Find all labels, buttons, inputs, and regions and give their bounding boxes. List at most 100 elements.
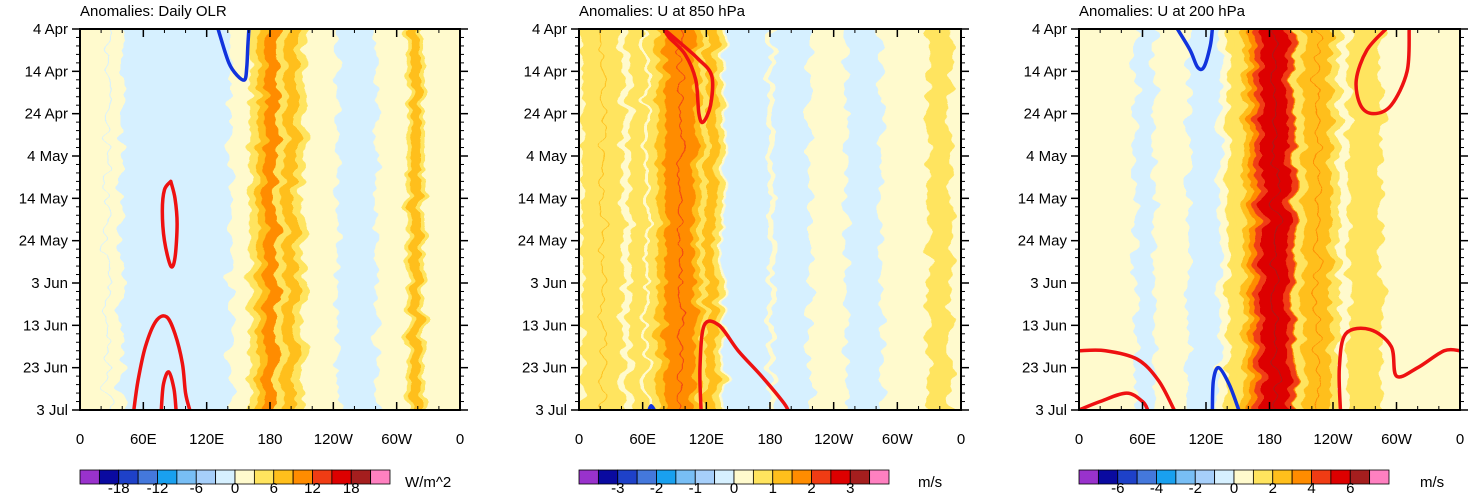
field-band-10: [410, 29, 421, 410]
colorbar-label: 2: [807, 480, 815, 495]
red-contour-3: [1079, 391, 1150, 410]
y-tick-label: 24 Apr: [1024, 106, 1067, 123]
colorbar-label: 0: [730, 480, 738, 495]
field-band-3: [1188, 29, 1220, 410]
field-band-6: [285, 29, 297, 410]
colorbar-label: -6: [1111, 480, 1124, 495]
y-tick-label: 24 Apr: [524, 106, 567, 123]
panel-title: Anomalies: Daily OLR: [80, 3, 227, 20]
field-band-7: [1348, 29, 1382, 410]
colorbar-label: -18: [108, 480, 130, 495]
colorbar-label: -6: [190, 480, 203, 495]
colorbar-box: [869, 469, 890, 485]
colorbar: -18 -12 -6 0 6 12 18: [79, 469, 391, 495]
x-tick-label: 120W: [1313, 431, 1353, 448]
colorbar: -6 -4 -2 0 2 4 6: [1078, 469, 1390, 495]
colorbar-label: 4: [1307, 480, 1315, 495]
x-tick-label: 0: [456, 431, 464, 448]
colorbar-label: 0: [231, 480, 239, 495]
axes: 0 60E 120E 180 120W 60W 0 4 Apr 14 Apr 24 Apr 4 Ma…: [19, 21, 468, 448]
y-tick-label: 24 May: [19, 233, 69, 250]
x-tick-label: 180: [257, 431, 282, 448]
axes: 0 60E 120E 180 120W 60W 0 4 Apr 14 Apr 24 Apr 4 Ma…: [518, 21, 969, 448]
colorbar-box: [578, 469, 599, 485]
colorbar: -3 -2 -1 0 1 2 3: [578, 469, 890, 495]
x-tick-label: 120E: [689, 431, 724, 448]
panel-olr: Anomalies: Daily OLR 0 60E 120E 180 120W 60W 0…: [19, 3, 468, 495]
panel-title: Anomalies: U at 200 hPa: [1079, 3, 1246, 20]
colorbar-box: [370, 469, 391, 485]
x-tick-label: 0: [957, 431, 965, 448]
red-contour-4: [1337, 326, 1460, 410]
colorbar-label: 6: [1346, 480, 1354, 495]
colorbar-label: 0: [1230, 480, 1238, 495]
y-tick-label: 3 Jul: [36, 402, 68, 419]
heatmap-field: [579, 29, 961, 410]
x-tick-label: 180: [1257, 431, 1282, 448]
blue-contour-0: [1175, 29, 1215, 72]
field-band-9: [928, 29, 952, 410]
y-tick-label: 14 Apr: [25, 63, 68, 80]
red-contour-2: [132, 314, 192, 410]
field-band-5: [1274, 29, 1276, 410]
colorbar-units: m/s: [918, 474, 942, 491]
y-tick-label: 4 May: [526, 148, 567, 165]
x-tick-label: 60E: [629, 431, 656, 448]
red-contour-1: [698, 319, 790, 410]
colorbar-label: 18: [343, 480, 360, 495]
colorbar-label: -1: [689, 480, 702, 495]
y-tick-label: 4 Apr: [532, 21, 567, 38]
field-band-3: [706, 29, 717, 410]
y-tick-label: 3 Jul: [1035, 402, 1067, 419]
x-tick-label: 120W: [814, 431, 854, 448]
y-tick-label: 3 Jun: [530, 275, 567, 292]
heatmap-field: [80, 29, 460, 410]
field-band-7: [845, 29, 881, 410]
y-tick-label: 14 Apr: [1024, 63, 1067, 80]
colorbar-box: [1369, 469, 1390, 485]
field-band-0: [106, 29, 108, 410]
x-tick-label: 60W: [1381, 431, 1413, 448]
red-contour-0: [662, 29, 715, 125]
y-tick-label: 14 Apr: [524, 63, 567, 80]
y-tick-label: 14 May: [1018, 190, 1068, 207]
colorbar-label: 12: [304, 480, 321, 495]
x-tick-label: 120E: [1188, 431, 1223, 448]
field-band-1: [1135, 29, 1155, 410]
y-tick-label: 14 May: [518, 190, 568, 207]
x-tick-label: 180: [757, 431, 782, 448]
field-band-1: [629, 29, 646, 410]
contour-lines: [647, 29, 790, 410]
colorbar-label: -3: [611, 480, 624, 495]
panel-u200: Anomalies: U at 200 hPa 0 60E 120E 180 120W 6…: [1018, 3, 1468, 495]
field-band-3: [193, 29, 231, 410]
y-tick-label: 14 May: [19, 190, 69, 207]
x-tick-label: 60W: [381, 431, 413, 448]
y-tick-label: 24 May: [1018, 233, 1068, 250]
colorbar-label: 6: [270, 480, 278, 495]
panel-title: Anomalies: U at 850 hPa: [579, 3, 746, 20]
blue-contour-5: [1210, 365, 1241, 410]
contour-lines: [1079, 29, 1460, 410]
field-band-0: [602, 29, 604, 410]
x-tick-label: 60E: [130, 431, 157, 448]
axes: 0 60E 120E 180 120W 60W 0 4 Apr 14 Apr 24 Apr 4 Ma…: [1018, 21, 1468, 448]
colorbar-label: -12: [147, 480, 169, 495]
contour-lines: [132, 29, 251, 410]
x-tick-label: 120W: [314, 431, 354, 448]
red-contour-2: [1079, 348, 1176, 410]
y-tick-label: 23 Jun: [1022, 360, 1067, 377]
y-tick-label: 3 Jun: [31, 275, 68, 292]
y-tick-label: 4 May: [1026, 148, 1067, 165]
y-tick-label: 3 Jul: [535, 402, 567, 419]
field-band-8: [337, 29, 376, 410]
y-tick-label: 13 Jun: [522, 317, 567, 334]
colorbar-label: -2: [650, 480, 663, 495]
y-tick-label: 4 May: [27, 148, 68, 165]
colorbar-label: 1: [769, 480, 777, 495]
field-band-2: [679, 29, 681, 410]
red-contour-3: [159, 370, 178, 410]
y-tick-label: 24 Apr: [25, 106, 68, 123]
colorbar-units: m/s: [1420, 474, 1444, 491]
